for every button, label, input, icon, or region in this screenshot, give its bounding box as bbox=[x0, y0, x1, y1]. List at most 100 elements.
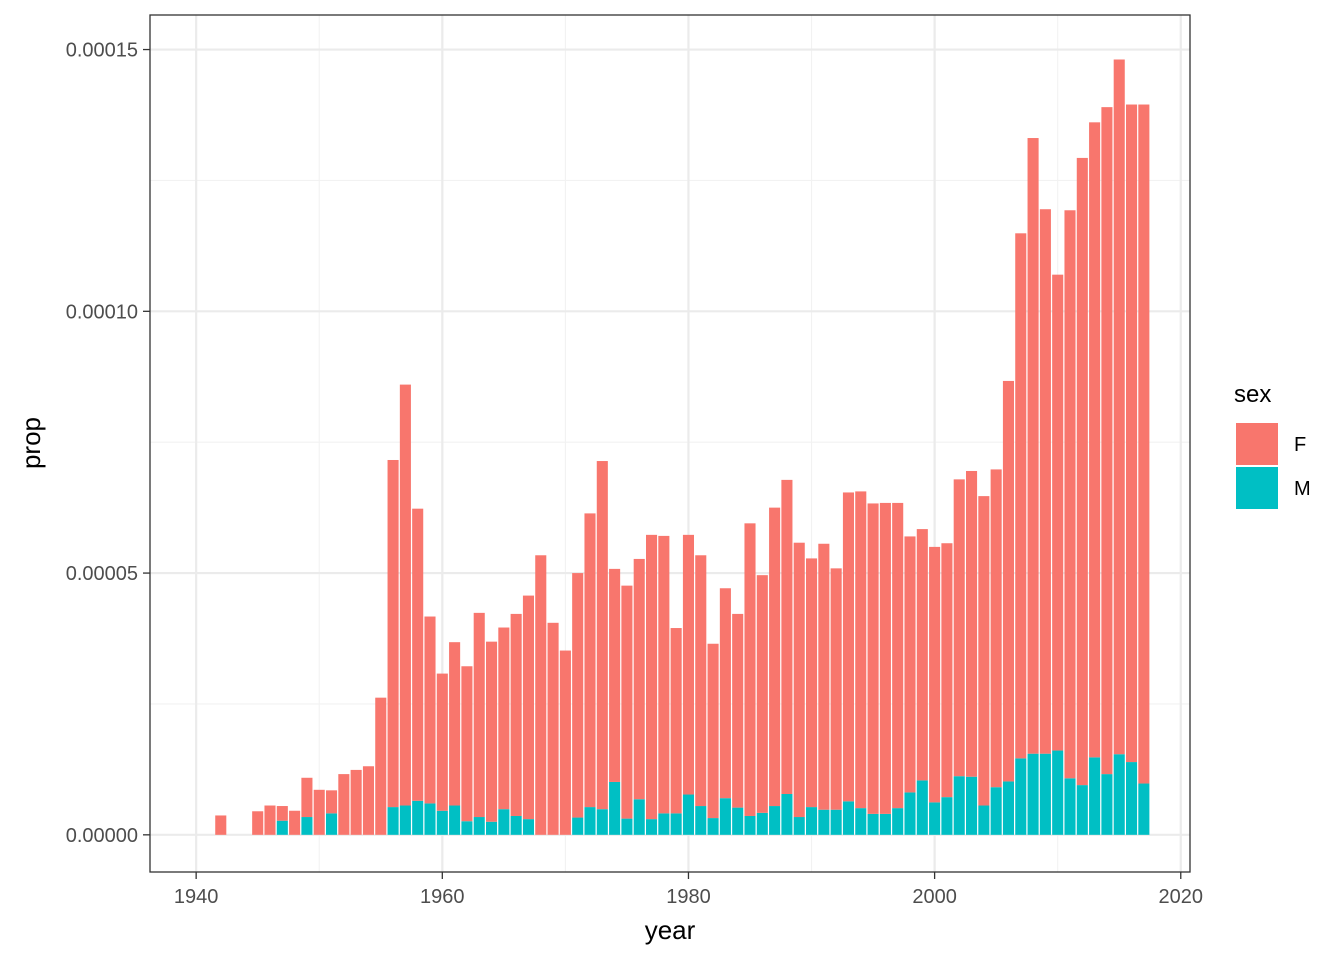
bar-f bbox=[966, 470, 978, 777]
bar-f bbox=[1064, 210, 1076, 779]
bar-m bbox=[806, 807, 818, 835]
bar-f bbox=[990, 469, 1002, 788]
bar-f bbox=[1052, 274, 1064, 751]
bar-m bbox=[412, 800, 424, 835]
bar-f bbox=[473, 612, 485, 818]
bar-m bbox=[744, 815, 756, 835]
x-tick-label: 2020 bbox=[1159, 886, 1204, 908]
bar-m bbox=[522, 819, 534, 835]
bar-f bbox=[301, 777, 313, 818]
bar-m bbox=[769, 806, 781, 835]
y-tick-label: 0.00000 bbox=[66, 825, 138, 847]
bar-f bbox=[424, 616, 436, 804]
bar-f bbox=[732, 613, 744, 808]
bar-f bbox=[744, 523, 756, 816]
legend-label-f: F bbox=[1294, 434, 1306, 456]
bar-m bbox=[867, 813, 879, 835]
bar-m bbox=[732, 807, 744, 835]
bar-f bbox=[646, 534, 658, 820]
bar-f bbox=[1015, 233, 1027, 759]
bar-f bbox=[387, 459, 399, 808]
bar-f bbox=[756, 575, 768, 813]
bar-m bbox=[1101, 774, 1113, 835]
bar-f bbox=[707, 643, 719, 819]
bar-f bbox=[510, 613, 522, 816]
x-tick-label: 2000 bbox=[912, 886, 957, 908]
bar-m bbox=[707, 818, 719, 835]
y-axis-ticks: 0.00000 0.00005 0.00010 0.00015 bbox=[66, 40, 150, 847]
bar-f bbox=[953, 479, 965, 777]
bar-m bbox=[486, 821, 498, 835]
bar-m bbox=[609, 781, 621, 835]
x-tick-label: 1960 bbox=[420, 886, 465, 908]
bar-m bbox=[326, 813, 338, 835]
bar-f bbox=[818, 543, 830, 810]
x-axis-ticks: 1940 1960 1980 2000 2020 bbox=[174, 872, 1203, 908]
bar-f bbox=[941, 543, 953, 798]
bar-f bbox=[682, 534, 694, 795]
bar-m bbox=[424, 803, 436, 835]
bar-m bbox=[990, 787, 1002, 835]
bar-m bbox=[929, 802, 941, 835]
bar-m bbox=[719, 798, 731, 835]
bar-m bbox=[1089, 757, 1101, 835]
bar-f bbox=[596, 461, 608, 810]
bar-f bbox=[781, 479, 793, 794]
bar-f bbox=[609, 568, 621, 782]
y-tick-label: 0.00015 bbox=[66, 40, 138, 62]
bar-m bbox=[621, 818, 633, 835]
bar-m bbox=[682, 794, 694, 835]
bar-f bbox=[1027, 138, 1039, 754]
bar-m bbox=[1138, 783, 1150, 835]
bars bbox=[215, 59, 1150, 835]
bar-f bbox=[547, 622, 559, 835]
bar-m bbox=[670, 813, 682, 835]
bar-f bbox=[892, 502, 904, 809]
bar-f bbox=[399, 384, 411, 806]
y-tick-label: 0.00010 bbox=[66, 301, 138, 323]
bar-f bbox=[978, 496, 990, 806]
bar-m bbox=[301, 817, 313, 835]
bar-f bbox=[670, 628, 682, 814]
bar-m bbox=[830, 809, 842, 835]
bar-f bbox=[375, 697, 387, 835]
bar-f bbox=[350, 769, 362, 835]
bar-m bbox=[1052, 750, 1064, 835]
bar-f bbox=[1126, 104, 1138, 763]
bar-f bbox=[326, 790, 338, 814]
bar-f bbox=[842, 492, 854, 802]
bar-m bbox=[572, 817, 584, 835]
x-tick-label: 1940 bbox=[174, 886, 219, 908]
bar-f bbox=[855, 491, 867, 809]
bar-f bbox=[412, 508, 424, 801]
bar-f bbox=[1039, 209, 1051, 754]
plot-border bbox=[149, 14, 1191, 873]
bar-f bbox=[929, 546, 941, 803]
bar-f bbox=[658, 535, 670, 814]
bar-f bbox=[572, 573, 584, 818]
bar-f bbox=[522, 595, 534, 820]
bar-f bbox=[313, 789, 325, 835]
bar-m bbox=[793, 817, 805, 835]
bar-f bbox=[338, 774, 350, 835]
legend-key-f bbox=[1236, 423, 1278, 465]
bar-m bbox=[399, 805, 411, 835]
bar-f bbox=[1113, 59, 1125, 755]
bar-f bbox=[867, 503, 879, 814]
bar-m bbox=[461, 821, 473, 835]
bar-m bbox=[966, 776, 978, 835]
bar-f bbox=[904, 536, 916, 793]
x-axis-title: year bbox=[645, 915, 696, 945]
bar-f bbox=[830, 568, 842, 810]
bar-m bbox=[855, 808, 867, 835]
bar-f bbox=[1076, 157, 1088, 786]
bar-m bbox=[1126, 762, 1138, 835]
bar-f bbox=[252, 811, 264, 835]
bar-m bbox=[658, 813, 670, 835]
x-tick-label: 1980 bbox=[666, 886, 711, 908]
bar-f bbox=[264, 805, 276, 835]
bar-f bbox=[362, 766, 374, 835]
legend-title: sex bbox=[1234, 381, 1271, 408]
